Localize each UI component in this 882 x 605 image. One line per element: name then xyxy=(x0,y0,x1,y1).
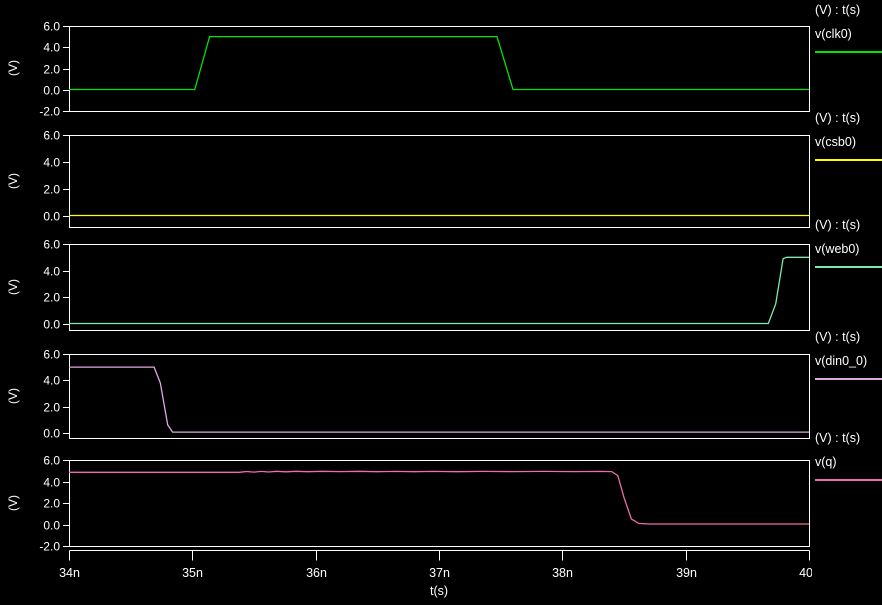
svg-text:4.0: 4.0 xyxy=(43,41,60,55)
svg-text:6.0: 6.0 xyxy=(43,454,60,468)
svg-text:6.0: 6.0 xyxy=(43,129,60,143)
svg-text:2.0: 2.0 xyxy=(43,183,60,197)
legend-signal-name: v(q) xyxy=(815,455,837,469)
legend-web0: (V) : t(s) v(web0) xyxy=(815,218,882,268)
legend-axis-units: (V) : t(s) xyxy=(815,330,861,344)
svg-text:2.0: 2.0 xyxy=(43,291,60,305)
svg-text:0.0: 0.0 xyxy=(43,318,60,332)
legend-axis-units: (V) : t(s) xyxy=(815,3,861,17)
svg-text:4.0: 4.0 xyxy=(43,374,60,388)
svg-text:6.0: 6.0 xyxy=(43,238,60,252)
legend-color-line xyxy=(815,479,882,481)
svg-text:4.0: 4.0 xyxy=(43,476,60,490)
svg-text:40n: 40n xyxy=(799,566,812,580)
svg-text:6.0: 6.0 xyxy=(43,20,60,34)
svg-text:38n: 38n xyxy=(552,566,573,580)
svg-text:34n: 34n xyxy=(59,566,80,580)
waveform-plot-csb0[interactable]: 6.0 4.0 2.0 0.0 xyxy=(0,123,812,239)
legend-axis-units: (V) : t(s) xyxy=(815,218,861,232)
legend-color-line xyxy=(815,378,882,380)
legend-signal-name: v(csb0) xyxy=(815,135,856,149)
waveform-plot-web0[interactable]: 6.0 4.0 2.0 0.0 xyxy=(0,232,812,342)
svg-text:0.0: 0.0 xyxy=(43,84,60,98)
svg-text:4.0: 4.0 xyxy=(43,265,60,279)
waveform-plot-q[interactable]: 6.0 4.0 2.0 0.0 -2.0 xyxy=(0,448,812,558)
svg-text:39n: 39n xyxy=(676,566,697,580)
svg-text:36n: 36n xyxy=(306,566,327,580)
legend-signal-name: v(clk0) xyxy=(815,27,852,41)
svg-text:35n: 35n xyxy=(182,566,203,580)
legend-csb0: (V) : t(s) v(csb0) xyxy=(815,111,882,161)
svg-text:37n: 37n xyxy=(429,566,450,580)
legend-axis-units: (V) : t(s) xyxy=(815,111,861,125)
legend-color-line xyxy=(815,159,882,161)
legend-clk0: (V) : t(s) v(clk0) xyxy=(815,3,882,53)
legend-signal-name: v(web0) xyxy=(815,242,860,256)
x-axis: 34n 35n 36n 37n 38n 39n 40n xyxy=(59,550,812,580)
svg-text:2.0: 2.0 xyxy=(43,63,60,77)
waveform-plot-din0_0[interactable]: 6.0 4.0 2.0 0.0 xyxy=(0,342,812,450)
svg-text:-2.0: -2.0 xyxy=(39,105,60,119)
legend-color-line xyxy=(815,51,882,53)
x-axis-title: t(s) xyxy=(429,584,449,598)
legend-q: (V) : t(s) v(q) xyxy=(815,431,882,481)
svg-text:4.0: 4.0 xyxy=(43,156,60,170)
legend-axis-units: (V) : t(s) xyxy=(815,431,861,445)
waveform-plot-clk0[interactable]: 6.0 4.0 2.0 0.0 -2.0 xyxy=(0,14,812,123)
svg-text:0.0: 0.0 xyxy=(43,210,60,224)
svg-text:-2.0: -2.0 xyxy=(39,540,60,554)
svg-text:0.0: 0.0 xyxy=(43,519,60,533)
svg-text:2.0: 2.0 xyxy=(43,497,60,511)
svg-text:6.0: 6.0 xyxy=(43,348,60,362)
legend-color-line xyxy=(815,266,882,268)
svg-text:2.0: 2.0 xyxy=(43,401,60,415)
legend-signal-name: v(din0_0) xyxy=(815,354,868,368)
legend-din0_0: (V) : t(s) v(din0_0) xyxy=(815,330,882,380)
svg-text:0.0: 0.0 xyxy=(43,427,60,441)
